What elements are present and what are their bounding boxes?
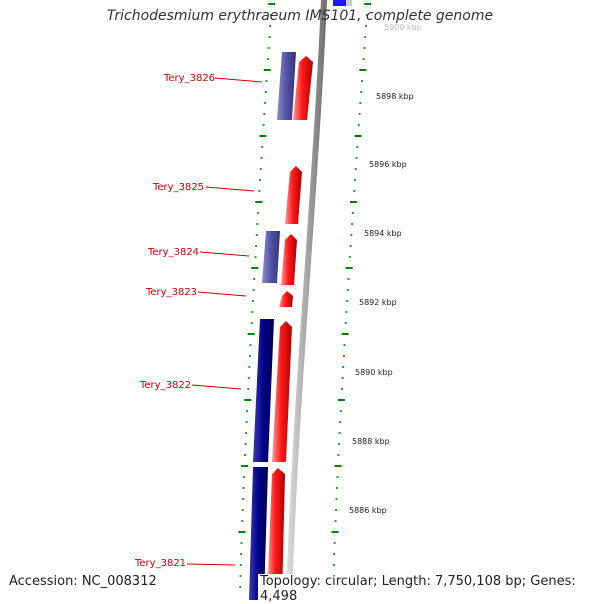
gene-label-tery-3826: Tery_3826 bbox=[163, 73, 263, 84]
forward-cds-tery-3824 bbox=[281, 234, 297, 285]
forward-cds-tery-3823 bbox=[279, 291, 293, 307]
forward-cds-tery-3826 bbox=[293, 56, 313, 120]
scale-label: 5890 kbp bbox=[355, 368, 393, 377]
scale-label: 5896 kbp bbox=[369, 160, 407, 169]
map-title: Trichodesmium erythraeum IMS101, complet… bbox=[106, 8, 494, 24]
gene-label-tery-3822: Tery_3822 bbox=[139, 380, 242, 391]
scale-label-partial: 5900 kbp bbox=[384, 23, 422, 32]
forward-cds-tery-3825 bbox=[285, 166, 302, 224]
forward-cds-tery-3821 bbox=[267, 468, 285, 600]
reverse-cds-tery-3824 bbox=[262, 231, 280, 283]
gene-label-tery-3825: Tery_3825 bbox=[152, 182, 255, 193]
scale-label: 5886 kbp bbox=[349, 506, 387, 515]
reverse-cds-tery-3822 bbox=[253, 319, 274, 462]
topology-text: Topology: circular; Length: 7,750,108 bp… bbox=[258, 574, 600, 604]
gene-label-text: Tery_3822 bbox=[139, 380, 191, 391]
outer-scale-ring bbox=[331, 3, 372, 588]
scale-label: 5898 kbp bbox=[376, 92, 414, 101]
gene-label-tery-3823: Tery_3823 bbox=[145, 287, 247, 298]
gene-label-text: Tery_3825 bbox=[152, 182, 204, 193]
inner-tick-ring bbox=[238, 3, 276, 588]
gene-label-text: Tery_3824 bbox=[147, 247, 199, 258]
forward-cds-tery-3822 bbox=[272, 321, 292, 462]
genome-backbone bbox=[286, 0, 327, 600]
reverse-cds-tery-3821 bbox=[249, 467, 268, 600]
gene-label-text: Tery_3821 bbox=[134, 558, 186, 569]
scale-label: 5894 kbp bbox=[364, 229, 402, 238]
gene-label-text: Tery_3823 bbox=[145, 287, 197, 298]
gene-label-tery-3821: Tery_3821 bbox=[134, 558, 236, 569]
gene-label-tery-3824: Tery_3824 bbox=[147, 247, 250, 258]
cds-partial-light bbox=[346, 0, 352, 6]
reverse-cds-tery-3826 bbox=[277, 52, 296, 120]
scale-label: 5892 kbp bbox=[359, 298, 397, 307]
reverse-cds-partial bbox=[333, 0, 346, 6]
scale-label: 5888 kbp bbox=[352, 437, 390, 446]
gene-label-text: Tery_3826 bbox=[163, 73, 215, 84]
accession-text: Accession: NC_008312 bbox=[7, 574, 159, 589]
